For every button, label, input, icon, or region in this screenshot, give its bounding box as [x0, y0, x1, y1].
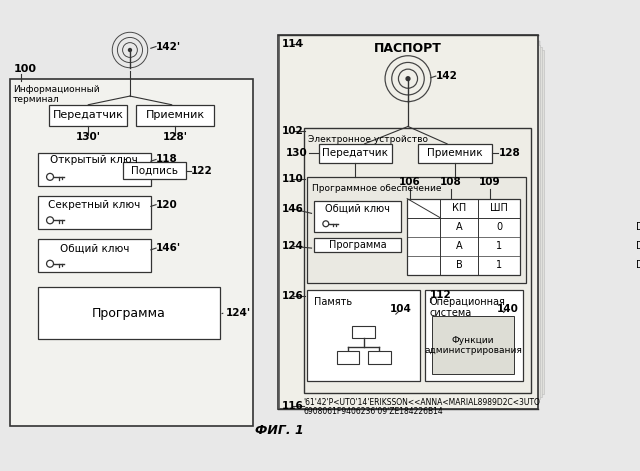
Text: ПАСПОРТ: ПАСПОРТ — [374, 42, 442, 55]
Bar — [307, 177, 526, 283]
Bar — [432, 316, 514, 374]
Bar — [534, 41, 538, 389]
Text: ФИГ. 1: ФИГ. 1 — [255, 424, 304, 437]
Text: Передатчик: Передатчик — [53, 110, 124, 120]
Text: 110: 110 — [282, 174, 304, 184]
Bar — [307, 290, 420, 381]
Text: A: A — [456, 241, 463, 252]
Text: D2: D2 — [636, 241, 640, 252]
Text: Программа: Программа — [92, 307, 166, 320]
Bar — [536, 48, 542, 397]
Bar — [38, 239, 151, 272]
Text: 106: 106 — [399, 177, 420, 187]
Bar — [535, 45, 540, 399]
Text: 108: 108 — [440, 177, 461, 187]
Bar — [282, 37, 532, 41]
Bar — [532, 41, 536, 398]
Bar — [38, 196, 151, 229]
Text: ШП: ШП — [490, 203, 508, 213]
Text: Программа: Программа — [329, 240, 387, 250]
Text: 130': 130' — [76, 132, 100, 142]
Text: 118: 118 — [156, 154, 178, 164]
Bar — [533, 41, 538, 393]
Bar — [123, 162, 186, 179]
Bar — [319, 144, 392, 163]
Bar — [314, 201, 401, 233]
Text: Функции
администрирования: Функции администрирования — [424, 336, 522, 355]
Text: '61'42'P<UTO'14'ERIKSSON<<ANNA<MARIAL8989D2C<3UTO: '61'42'P<UTO'14'ERIKSSON<<ANNA<MARIAL898… — [304, 398, 541, 406]
Circle shape — [129, 49, 131, 51]
Bar — [426, 290, 523, 381]
Bar — [285, 39, 533, 43]
Text: Программное обеспечение: Программное обеспечение — [312, 184, 441, 193]
Bar — [49, 105, 127, 126]
Text: 122: 122 — [191, 166, 212, 176]
Circle shape — [406, 77, 410, 81]
Bar — [304, 128, 531, 393]
Text: 1: 1 — [496, 241, 502, 252]
Text: 100: 100 — [13, 65, 36, 74]
Text: 116: 116 — [282, 401, 304, 411]
Text: Секретный ключ: Секретный ключ — [48, 200, 140, 210]
Text: Передатчик: Передатчик — [322, 148, 388, 158]
Text: 124: 124 — [282, 241, 304, 252]
Bar — [10, 79, 253, 426]
Text: Приемник: Приемник — [145, 110, 205, 120]
Text: 130: 130 — [285, 148, 307, 158]
Text: 142: 142 — [436, 71, 458, 81]
Text: 128: 128 — [499, 148, 520, 158]
Text: 0: 0 — [496, 222, 502, 232]
Text: 120: 120 — [156, 200, 178, 210]
Text: 128': 128' — [163, 132, 188, 142]
Bar — [353, 326, 375, 339]
Text: Операционная
система: Операционная система — [429, 297, 506, 318]
Bar — [38, 287, 220, 339]
Text: 112: 112 — [429, 290, 451, 300]
Bar — [292, 44, 536, 48]
Text: 104: 104 — [390, 304, 412, 314]
Text: Приемник: Приемник — [427, 148, 483, 158]
Bar — [290, 42, 535, 47]
Text: B: B — [456, 260, 463, 270]
Bar — [538, 50, 543, 394]
Text: Электронное устройство: Электронное устройство — [308, 135, 428, 144]
Text: Общий ключ: Общий ключ — [325, 203, 390, 213]
Bar — [337, 351, 359, 364]
Text: 146: 146 — [282, 204, 304, 214]
Text: 114: 114 — [282, 39, 304, 49]
Text: Память: Память — [314, 297, 352, 307]
Text: 109: 109 — [479, 177, 500, 187]
Text: 142': 142' — [156, 41, 181, 51]
Bar — [536, 41, 540, 380]
Text: Общий ключ: Общий ключ — [60, 243, 129, 253]
Bar — [136, 105, 214, 126]
Text: 126: 126 — [282, 291, 304, 301]
Text: КП: КП — [452, 203, 467, 213]
Text: Информационный
терминал: Информационный терминал — [13, 85, 99, 104]
Bar — [368, 351, 390, 364]
Bar — [419, 144, 492, 163]
Bar — [407, 199, 520, 275]
Bar — [533, 42, 538, 402]
Bar — [535, 41, 539, 384]
Bar — [38, 153, 151, 186]
Text: 102: 102 — [282, 126, 304, 136]
Text: D1: D1 — [636, 222, 640, 232]
Text: Подпись: Подпись — [131, 166, 178, 176]
Text: 124': 124' — [225, 308, 251, 318]
Text: 146': 146' — [156, 243, 181, 253]
Text: Открытый ключ: Открытый ключ — [51, 155, 138, 165]
Text: 6908061F9406236'09'ZE184226B14: 6908061F9406236'09'ZE184226B14 — [304, 407, 444, 416]
Text: 140: 140 — [497, 304, 518, 314]
Text: 1: 1 — [496, 260, 502, 270]
Bar — [278, 35, 538, 409]
Text: D3: D3 — [636, 260, 640, 270]
Bar — [287, 41, 534, 45]
Text: A: A — [456, 222, 463, 232]
Bar — [314, 238, 401, 252]
